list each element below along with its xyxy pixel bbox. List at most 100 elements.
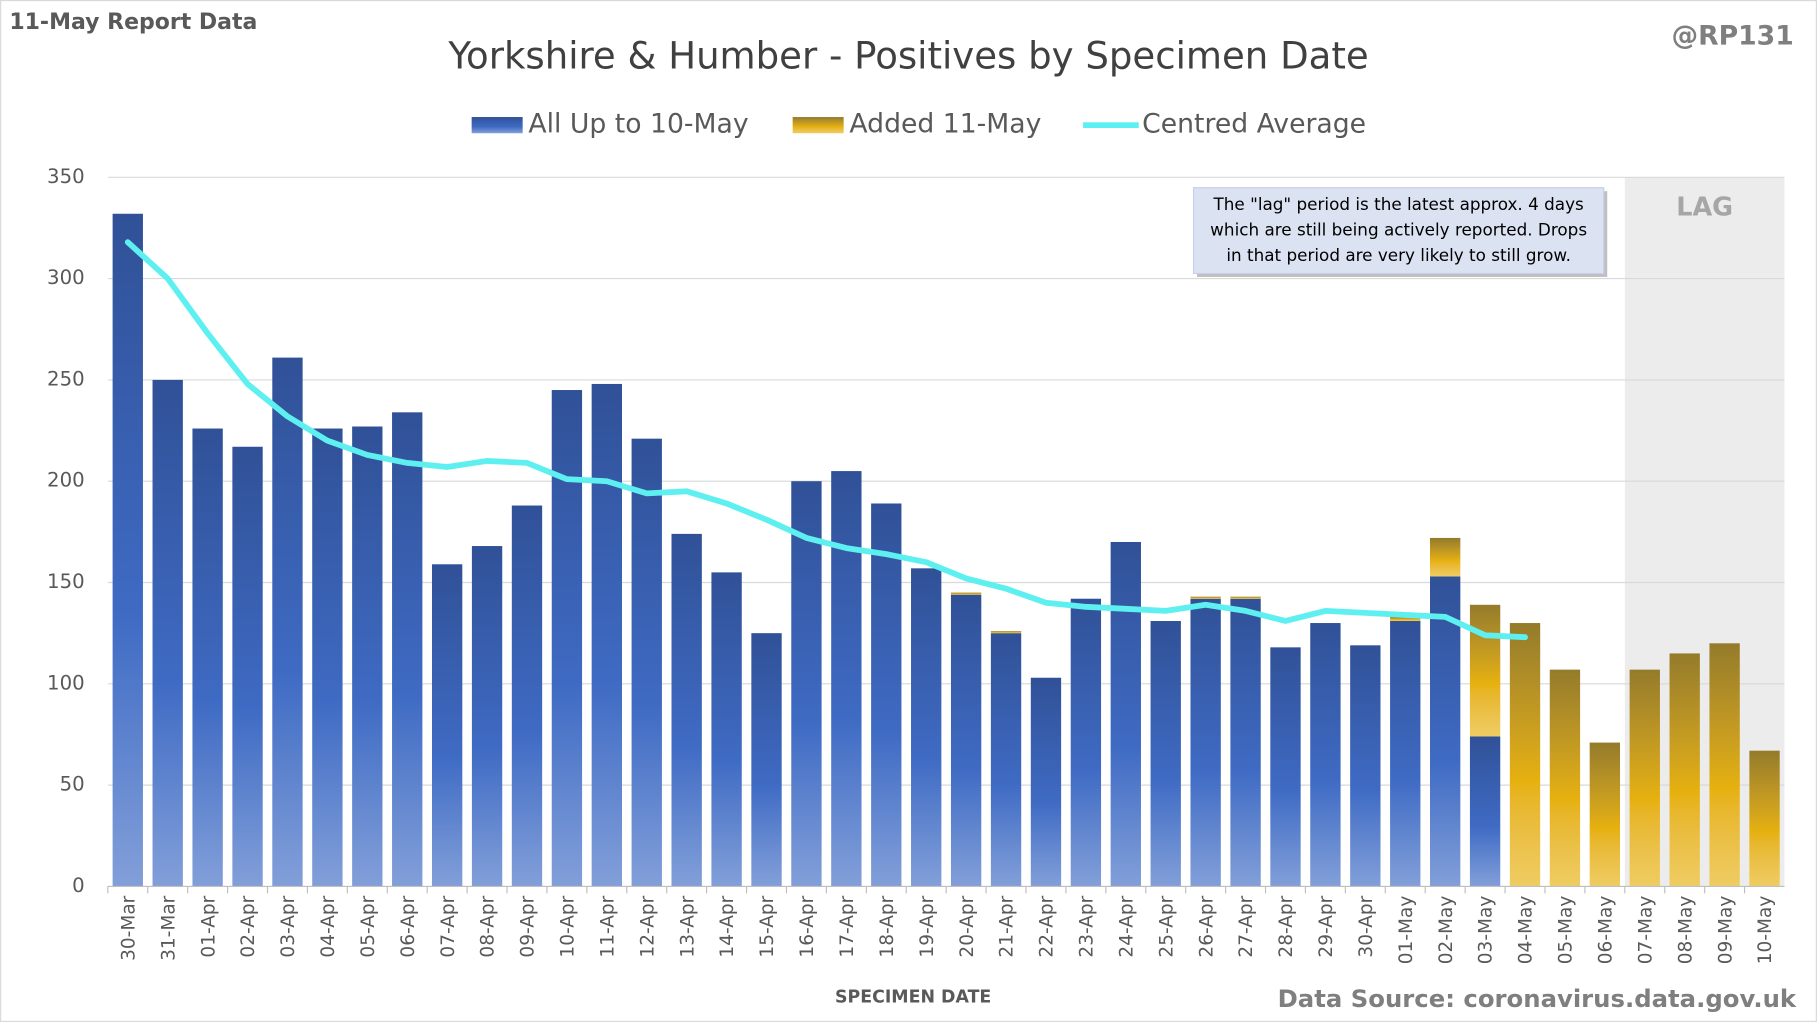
bar (990, 631, 1022, 634)
bar (431, 564, 463, 887)
bar (1030, 677, 1062, 887)
bar (232, 446, 263, 887)
bar (911, 568, 942, 887)
lag-label: LAG (1676, 193, 1733, 223)
legend-label: All Up to 10-May (528, 109, 748, 140)
bar (950, 594, 982, 887)
x-tick-label: 11-Apr (597, 895, 618, 957)
x-tick-label: 09-Apr (518, 895, 539, 957)
x-tick-label: 23-Apr (1077, 895, 1098, 957)
bar (352, 426, 383, 887)
bar (192, 428, 223, 887)
bar (1310, 623, 1341, 887)
corner-right: @RP131 (1671, 21, 1793, 52)
bar (1709, 643, 1740, 887)
x-tick-label: 30-Apr (1356, 895, 1377, 957)
y-tick-label: 150 (47, 570, 85, 593)
bar (990, 633, 1022, 887)
x-tick-label: 30-Mar (118, 895, 139, 961)
annotation-text: The "lag" period is the latest approx. 4… (1213, 194, 1584, 214)
y-tick-label: 0 (72, 874, 85, 897)
bar (1509, 623, 1541, 887)
bar (272, 357, 303, 887)
x-tick-label: 09-May (1715, 896, 1736, 965)
legend-swatch (471, 117, 523, 134)
x-tick-label: 15-Apr (757, 895, 778, 957)
x-tick-label: 26-Apr (1196, 895, 1217, 957)
y-tick-label: 350 (47, 165, 85, 188)
bar (1430, 537, 1461, 577)
legend-swatch (792, 117, 844, 134)
bar (950, 592, 982, 595)
x-tick-label: 07-Apr (438, 895, 459, 957)
x-axis-label: SPECIMEN DATE (835, 988, 991, 1008)
bar (871, 503, 902, 887)
bar (1230, 596, 1261, 599)
x-tick-label: 27-Apr (1236, 895, 1257, 957)
bar (511, 505, 543, 887)
bar (1549, 669, 1581, 887)
x-tick-label: 25-Apr (1156, 895, 1177, 957)
source: Data Source: coronavirus.data.gov.uk (1278, 984, 1797, 1013)
x-tick-label: 10-Apr (558, 895, 579, 957)
bar (1589, 742, 1621, 887)
x-tick-label: 20-Apr (957, 895, 978, 957)
bar (1629, 669, 1660, 887)
chart-title: Yorkshire & Humber - Positives by Specim… (447, 34, 1368, 77)
x-tick-label: 18-Apr (877, 895, 898, 957)
x-tick-label: 28-Apr (1276, 895, 1297, 957)
x-tick-label: 24-Apr (1116, 895, 1137, 957)
bar (791, 481, 822, 887)
x-tick-label: 14-Apr (717, 895, 738, 957)
corner-left: 11-May Report Data (9, 10, 257, 35)
annotation-text: which are still being actively reported.… (1210, 220, 1587, 240)
legend-label: Centred Average (1142, 109, 1366, 140)
bar (1350, 645, 1381, 887)
x-tick-label: 04-Apr (318, 895, 339, 957)
bar (831, 471, 862, 887)
x-tick-label: 08-Apr (478, 895, 499, 957)
bar (711, 572, 742, 887)
bar (1230, 598, 1261, 887)
bar (1190, 598, 1221, 887)
x-tick-label: 06-Apr (398, 895, 419, 957)
bar (751, 633, 782, 887)
bar (1469, 736, 1501, 887)
bar (1070, 598, 1102, 887)
bar (312, 428, 343, 887)
bar (1749, 750, 1780, 887)
x-tick-label: 02-May (1436, 896, 1457, 965)
y-tick-label: 200 (47, 469, 85, 492)
bar (1150, 621, 1181, 887)
bar (112, 213, 143, 887)
bar (1390, 621, 1421, 887)
y-tick-label: 250 (47, 367, 85, 390)
line (124, 239, 1528, 641)
bar (1110, 541, 1141, 887)
y-tick-label: 50 (60, 773, 85, 796)
bar (1469, 604, 1501, 737)
x-tick-label: 31-Mar (158, 895, 179, 961)
bar (392, 412, 423, 887)
x-tick-label: 17-Apr (837, 895, 858, 957)
bar (591, 383, 623, 887)
x-tick-label: 03-Apr (278, 895, 299, 957)
bar (1669, 653, 1700, 887)
bar (671, 533, 702, 887)
x-tick-label: 12-Apr (637, 895, 658, 957)
x-tick-label: 13-Apr (677, 895, 698, 957)
x-tick-label: 21-Apr (997, 895, 1018, 957)
bar (152, 379, 183, 887)
x-tick-label: 08-May (1675, 896, 1696, 965)
bar (1190, 596, 1221, 599)
bar (631, 438, 662, 887)
bar (471, 546, 503, 887)
y-tick-label: 300 (47, 266, 85, 289)
bar (1390, 616, 1421, 622)
bar (1270, 647, 1301, 887)
x-tick-label: 02-Apr (238, 895, 259, 957)
bar (1430, 576, 1461, 887)
x-tick-label: 16-Apr (797, 895, 818, 957)
x-tick-label: 29-Apr (1316, 895, 1337, 957)
